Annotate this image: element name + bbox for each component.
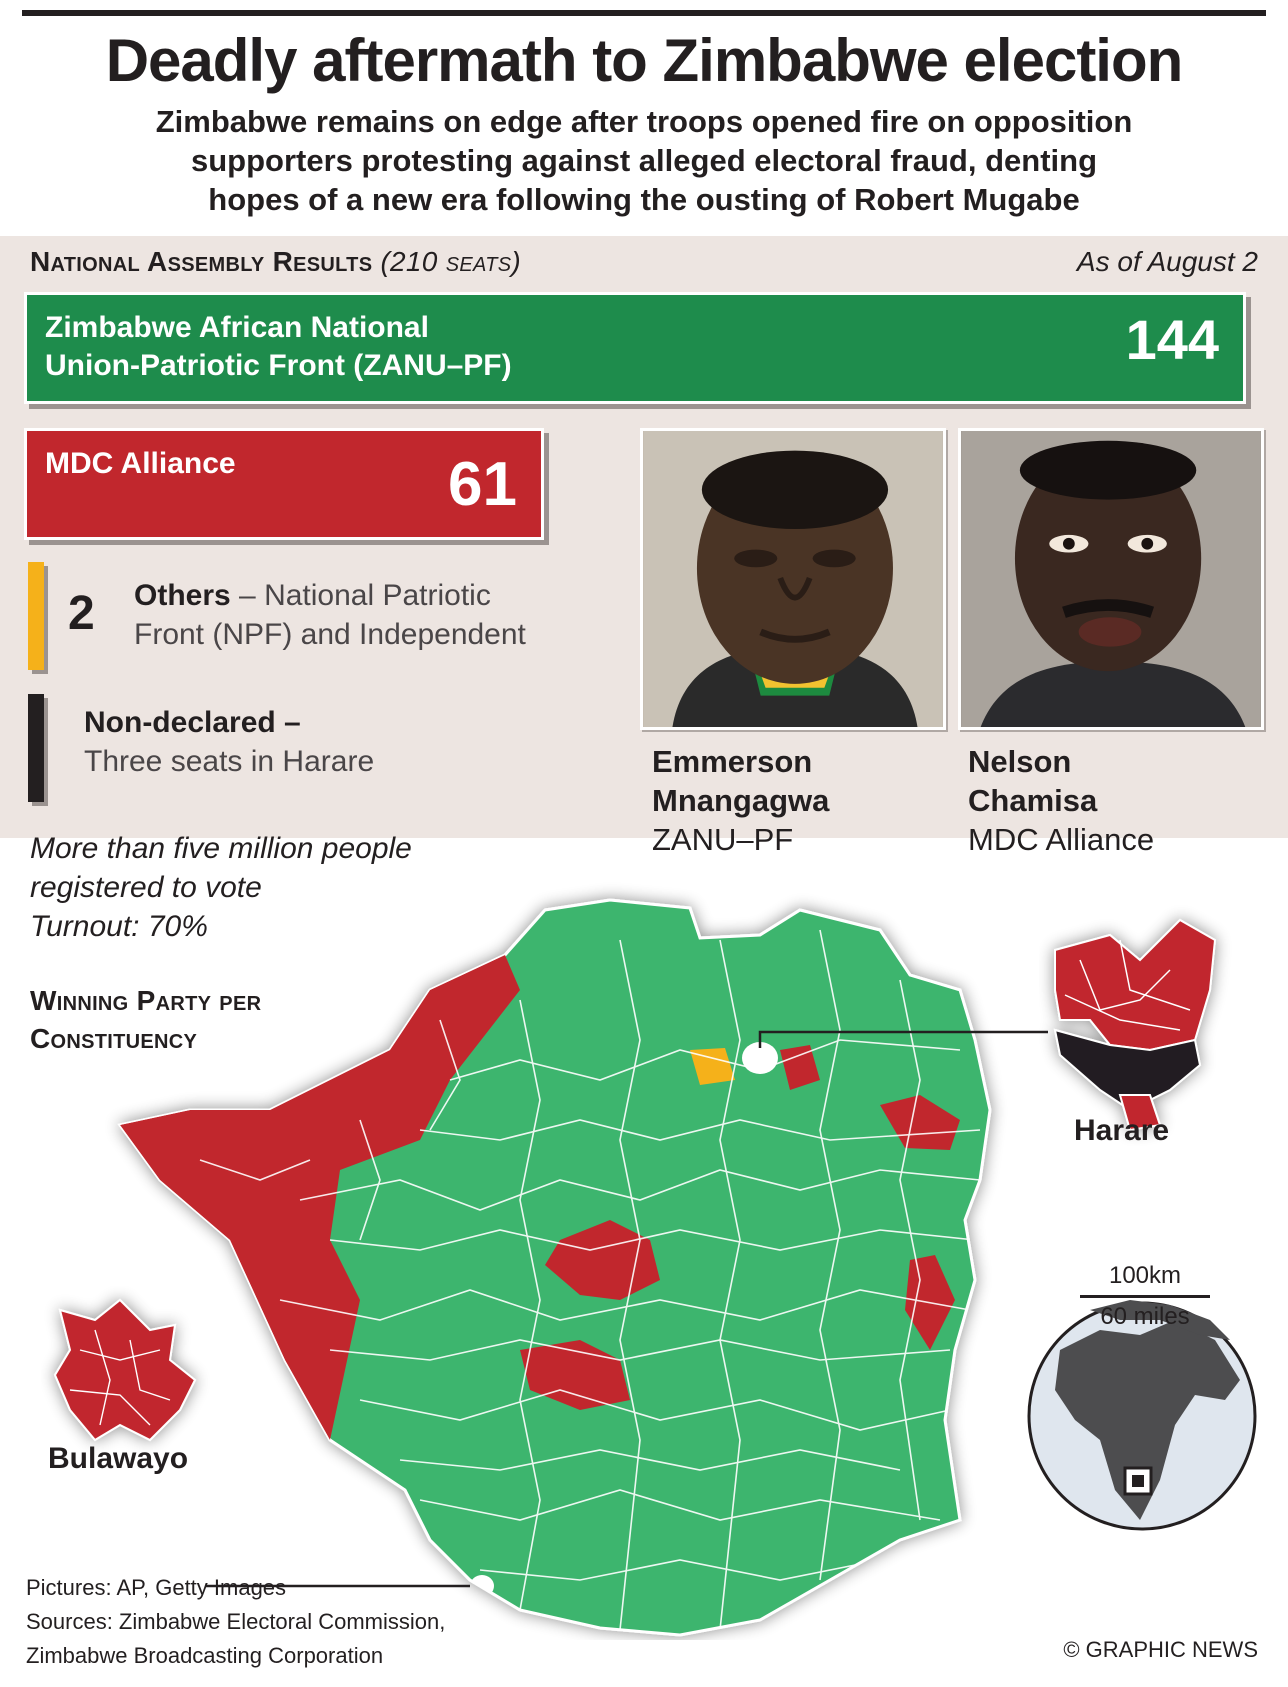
mdc-bar: MDC Alliance 61 xyxy=(24,428,544,540)
others-desc: – National Patriotic xyxy=(239,579,491,612)
mnangagwa-photo xyxy=(640,428,946,730)
sources-line: Sources: Zimbabwe Electoral Commission, xyxy=(26,1609,446,1634)
standfirst: Zimbabwe remains on edge after troops op… xyxy=(60,102,1228,219)
zanu-pf-bar: Zimbabwe African National Union-Patrioti… xyxy=(24,292,1246,404)
results-title-text: National Assembly Results xyxy=(30,246,373,277)
candidate-last-name: Mnangagwa xyxy=(652,783,830,818)
map-title-line: Winning Party per xyxy=(30,985,262,1016)
others-desc: Front (NPF) and Independent xyxy=(134,618,526,651)
voter-line: registered to vote xyxy=(30,871,262,904)
scale-miles: 60 miles xyxy=(1100,1303,1190,1330)
harare-callout xyxy=(758,918,1217,1132)
copyright: © GRAPHIC NEWS xyxy=(1063,1637,1258,1662)
constituency-map xyxy=(53,898,1257,1637)
others-label: Others xyxy=(134,579,231,612)
standfirst-line: Zimbabwe remains on edge after troops op… xyxy=(155,104,1133,139)
mdc-seats: 61 xyxy=(448,450,517,519)
candidate-party: ZANU–PF xyxy=(652,822,794,857)
scale-line xyxy=(1080,1295,1210,1298)
zanu-pf-label: Zimbabwe African National Union-Patrioti… xyxy=(45,309,512,385)
candidate-first-name: Nelson xyxy=(968,744,1072,779)
chamisa-photo xyxy=(958,428,1264,730)
others-region xyxy=(690,1048,735,1085)
zanu-pf-seats: 144 xyxy=(1125,308,1219,371)
credits: Pictures: AP, Getty Images Sources: Zimb… xyxy=(26,1575,446,1673)
harare-label: Harare xyxy=(1074,1114,1170,1147)
harare-city xyxy=(742,1042,778,1074)
map-title: Winning Party per Constituency xyxy=(30,982,261,1058)
mdc-label: MDC Alliance xyxy=(45,447,236,480)
mdc-region-northwest xyxy=(120,955,520,1440)
candidate-last-name: Chamisa xyxy=(968,783,1098,818)
seats-note: (210 seats) xyxy=(380,246,521,277)
bulawayo-label: Bulawayo xyxy=(48,1442,189,1475)
non-declared-desc: Three seats in Harare xyxy=(84,745,375,778)
non-declared-swatch xyxy=(28,694,44,802)
portrait-icon xyxy=(961,431,1261,727)
voter-line: More than five million people xyxy=(30,832,412,865)
portrait-icon xyxy=(643,431,943,727)
mdc-region-east xyxy=(880,1095,960,1150)
candidate-party: MDC Alliance xyxy=(968,822,1155,857)
standfirst-line: supporters protesting against alleged el… xyxy=(190,143,1098,178)
chamisa-caption: Nelson Chamisa MDC Alliance xyxy=(968,742,1154,859)
voter-stats: More than five million people registered… xyxy=(30,829,412,946)
picture-credit: Pictures: AP, Getty Images xyxy=(26,1575,287,1600)
scale-km: 100km xyxy=(1108,1262,1182,1289)
mdc-region-south xyxy=(520,1340,630,1410)
scale-bar: 100km 60 miles xyxy=(1080,1259,1210,1334)
standfirst-line: hopes of a new era following the ousting… xyxy=(208,182,1080,217)
turnout: Turnout: 70% xyxy=(30,910,208,943)
mdc-region-harare-east xyxy=(780,1045,820,1090)
results-title: National Assembly Results (210 seats) xyxy=(30,246,521,278)
globe-locator-icon xyxy=(1027,1300,1257,1531)
constituencies xyxy=(120,929,981,1631)
mnangagwa-caption: Emmerson Mnangagwa ZANU–PF xyxy=(652,742,829,859)
zanu-pf-name-line: Zimbabwe African National xyxy=(45,311,429,344)
map-title-line: Constituency xyxy=(30,1023,198,1054)
top-rule xyxy=(22,10,1266,16)
non-declared-label: Non-declared – xyxy=(84,706,301,739)
others-count: 2 xyxy=(68,587,95,640)
others-swatch xyxy=(28,562,44,670)
headline: Deadly aftermath to Zimbabwe election xyxy=(105,27,1184,94)
sources-line: Zimbabwe Broadcasting Corporation xyxy=(26,1643,384,1668)
non-declared-description: Non-declared – Three seats in Harare xyxy=(84,703,374,781)
zanu-pf-name-line: Union-Patriotic Front (ZANU–PF) xyxy=(45,349,512,382)
candidate-first-name: Emmerson xyxy=(652,744,813,779)
others-description: Others – National Patriotic Front (NPF) … xyxy=(134,576,526,654)
as-of-date: As of August 2 xyxy=(1076,246,1258,277)
bulawayo-callout xyxy=(53,1298,470,1588)
